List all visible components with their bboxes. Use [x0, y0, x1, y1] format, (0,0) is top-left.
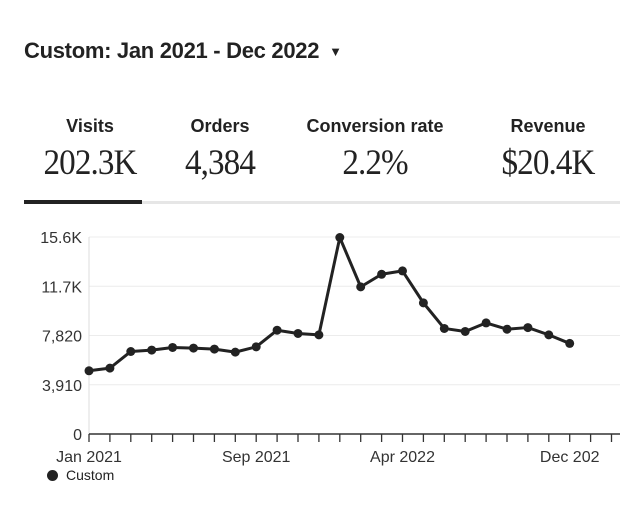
tab-rail: [24, 201, 620, 204]
y-tick-label: 15.6K: [40, 230, 82, 247]
tab-label: Visits: [66, 116, 114, 136]
data-point: [418, 298, 428, 308]
x-tick-label: Apr 2022: [370, 449, 435, 466]
x-tick-label: Jan 2021: [56, 449, 122, 466]
tab-visits[interactable]: Visits 202.3K: [30, 116, 150, 183]
data-point: [523, 323, 533, 333]
data-point: [230, 347, 240, 357]
tab-value: 4,384: [185, 142, 256, 182]
data-point: [460, 326, 470, 336]
data-point: [84, 366, 94, 376]
legend-marker: [47, 469, 58, 481]
data-point: [481, 318, 491, 328]
date-range-label: Custom: Jan 2021 - Dec 2022: [24, 38, 320, 63]
data-point: [502, 324, 512, 334]
series-line: [88, 236, 571, 373]
data-point: [314, 330, 324, 340]
data-point: [209, 344, 219, 354]
x-tick-label: Dec 202: [540, 449, 600, 466]
tab-value: 2.2%: [342, 142, 408, 182]
x-tick-label: Sep 2021: [222, 449, 291, 466]
data-point: [544, 330, 554, 340]
data-point: [335, 233, 345, 243]
tab-orders[interactable]: Orders 4,384: [160, 116, 280, 183]
tab-label: Orders: [190, 116, 250, 136]
tab-label: Revenue: [510, 116, 586, 136]
data-point: [377, 269, 387, 279]
legend-label: Custom: [66, 467, 115, 483]
tab-value: $20.4K: [501, 142, 596, 182]
data-point: [565, 338, 575, 348]
y-tick-label: 3,910: [42, 378, 82, 395]
data-point: [147, 345, 157, 355]
data-point: [251, 342, 261, 352]
data-point: [189, 343, 198, 353]
triangle-down-icon: ▼: [329, 43, 342, 59]
legend: Custom: [47, 467, 114, 483]
tab-value: 202.3K: [43, 142, 138, 182]
data-point: [126, 346, 136, 356]
tab-conversion-rate[interactable]: Conversion rate 2.2%: [290, 116, 460, 183]
y-tick-label: 11.7K: [41, 279, 82, 296]
tab-revenue[interactable]: Revenue $20.4K: [478, 116, 618, 183]
data-point: [439, 323, 449, 333]
data-point: [272, 325, 282, 335]
data-point: [293, 328, 303, 338]
data-point: [105, 363, 115, 373]
data-point: [398, 266, 407, 276]
data-point: [168, 342, 178, 352]
date-range-dropdown[interactable]: Custom: Jan 2021 - Dec 2022 ▼: [24, 38, 342, 64]
tab-label: Conversion rate: [306, 116, 444, 136]
active-tab-indicator: [24, 200, 142, 204]
y-tick-label: 0: [73, 427, 82, 444]
data-point: [356, 282, 366, 292]
y-tick-label: 7,820: [42, 329, 82, 346]
